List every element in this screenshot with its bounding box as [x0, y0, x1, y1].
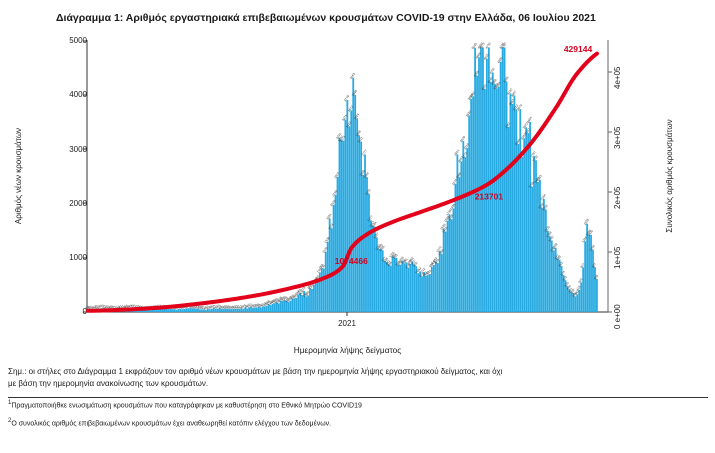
svg-text:429144: 429144 [564, 44, 593, 54]
svg-text:608: 608 [593, 274, 599, 281]
svg-text:862: 862 [558, 261, 564, 268]
svg-text:2021: 2021 [338, 319, 356, 328]
svg-text:1074466: 1074466 [335, 256, 368, 266]
svg-text:3494: 3494 [526, 116, 533, 124]
svg-text:3718: 3718 [343, 94, 350, 102]
svg-text:1681: 1681 [325, 212, 332, 220]
svg-text:213701: 213701 [475, 192, 504, 202]
svg-text:4163: 4163 [349, 72, 356, 80]
svg-text:3029: 3029 [459, 135, 466, 143]
svg-text:674: 674 [560, 270, 566, 277]
svg-text:2921: 2921 [453, 148, 460, 156]
svg-text:807: 807 [591, 262, 597, 269]
svg-text:3948: 3948 [351, 89, 358, 97]
svg-text:4733: 4733 [484, 42, 491, 50]
svg-text:1628: 1628 [583, 218, 590, 226]
